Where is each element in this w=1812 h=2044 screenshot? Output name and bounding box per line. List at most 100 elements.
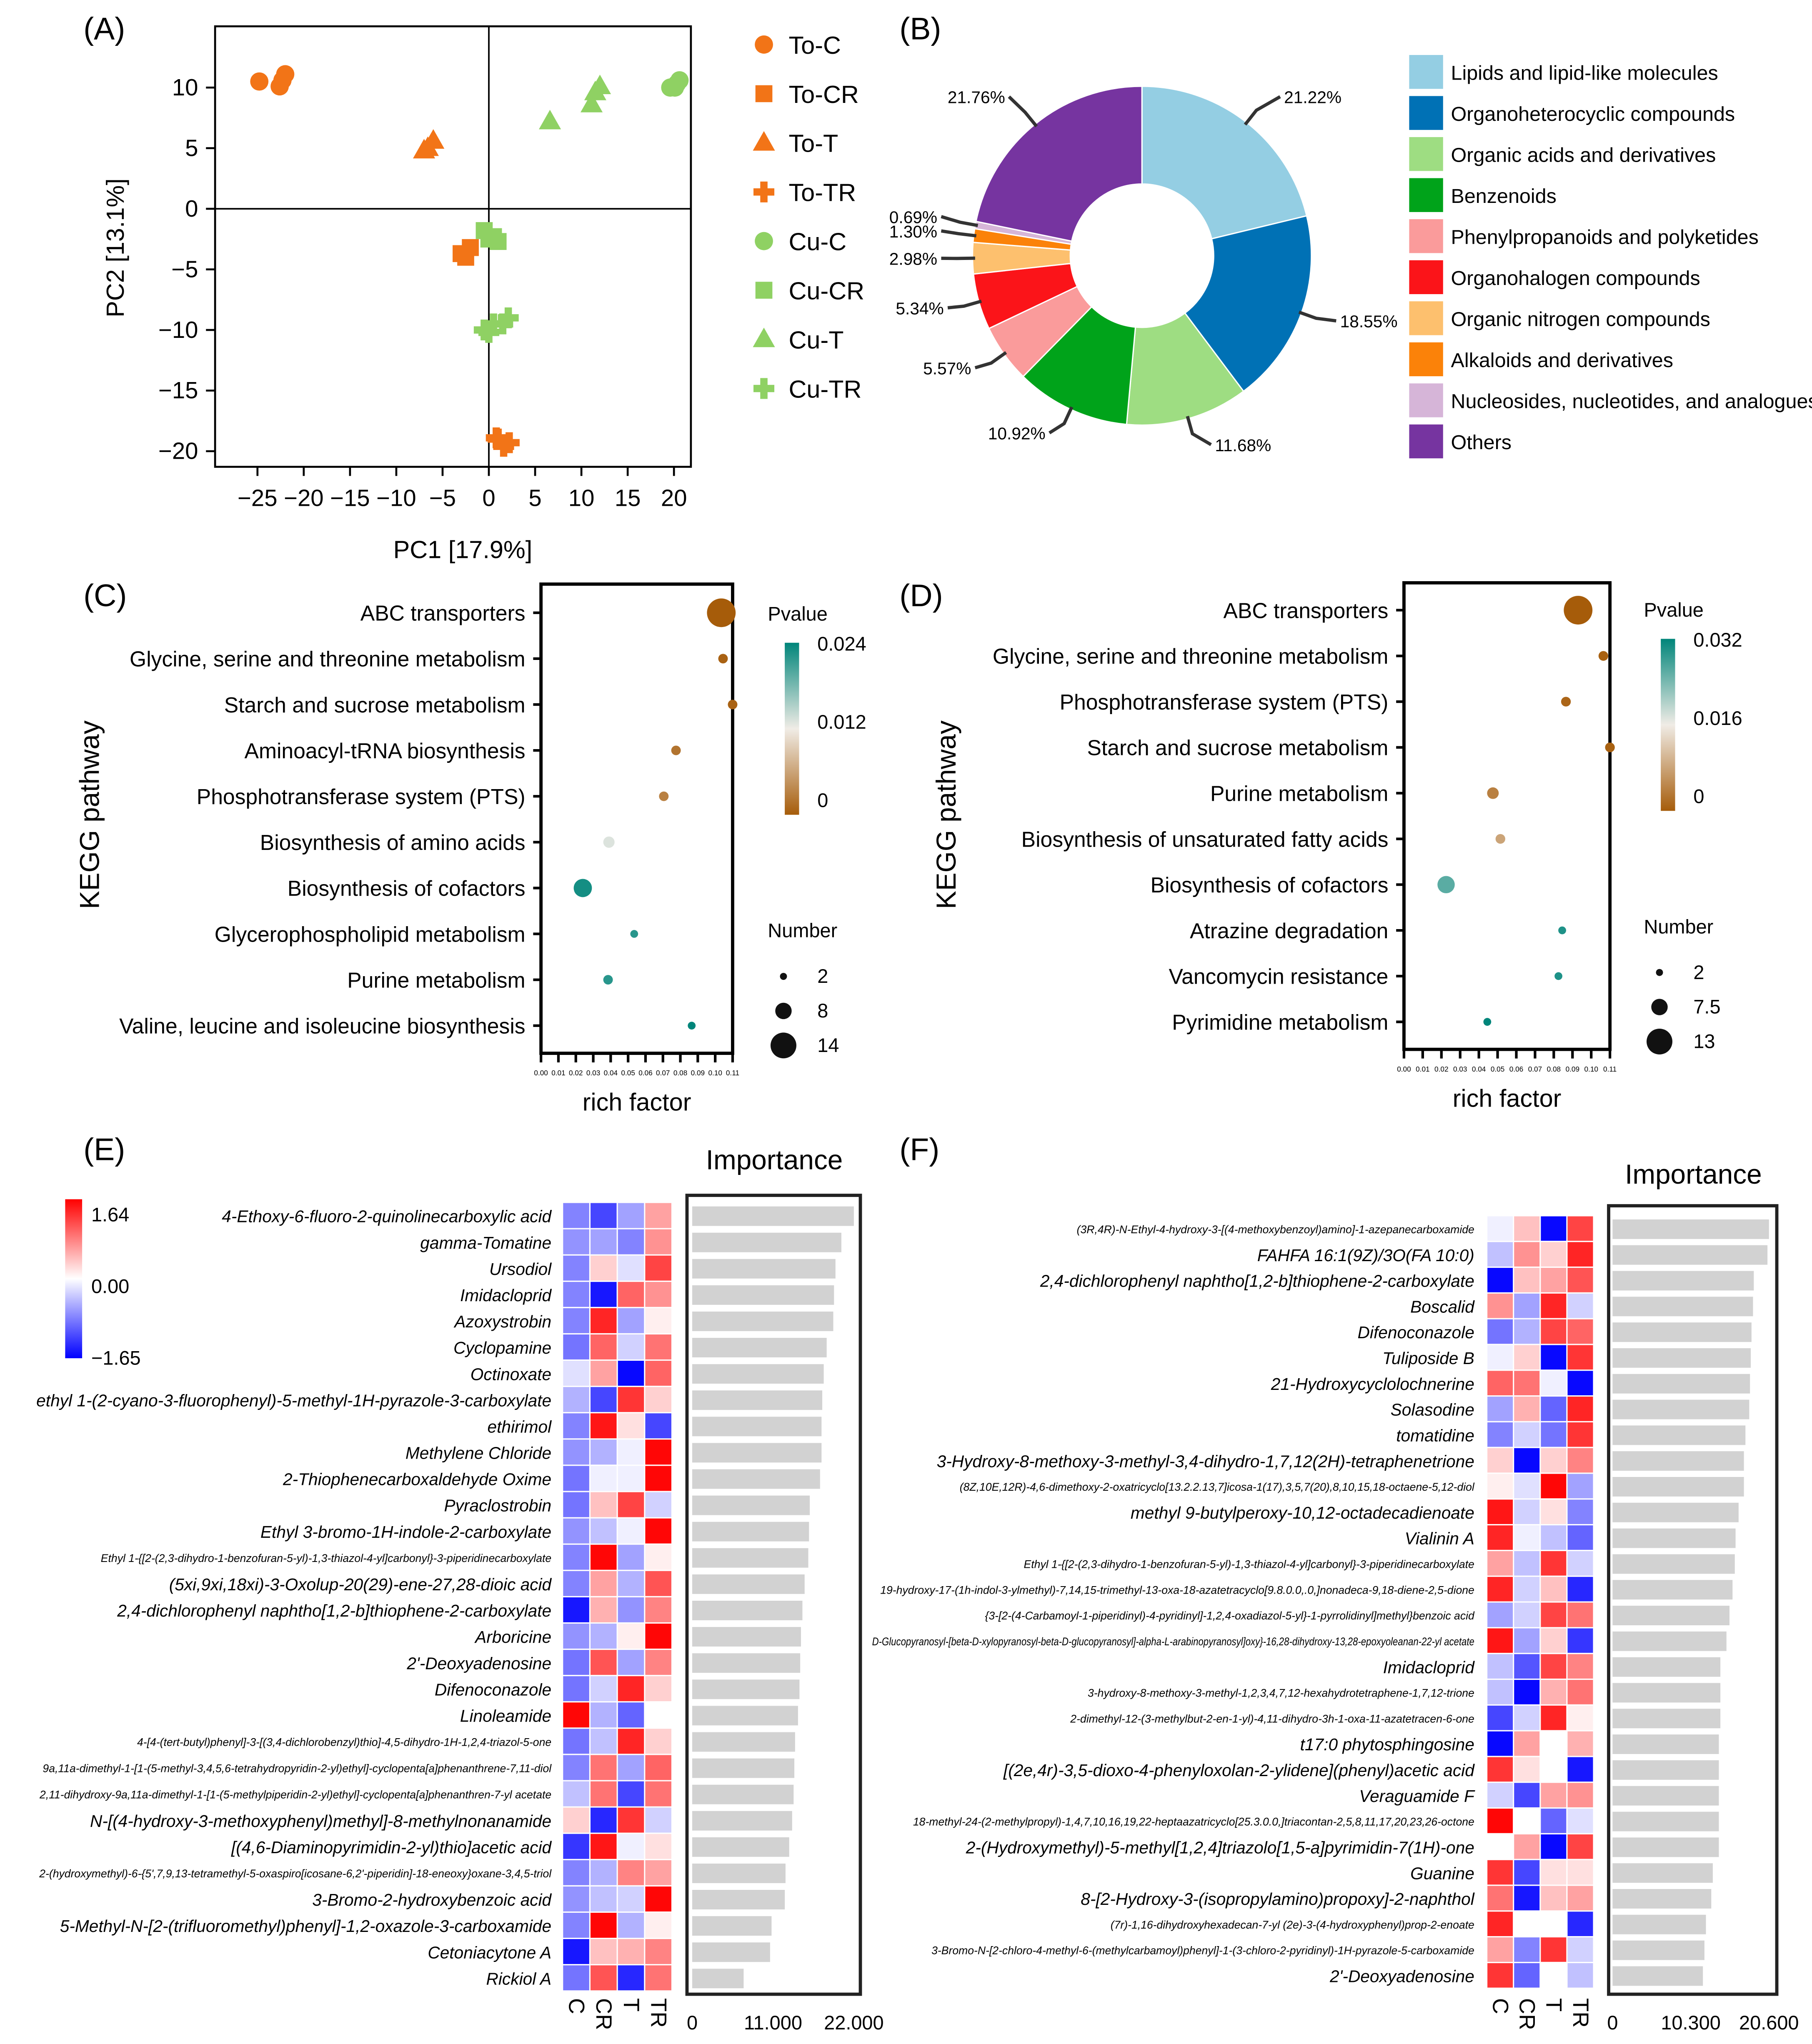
- heatmap-cell: [1514, 1319, 1540, 1344]
- pvalue-tick-label: 0.016: [1693, 707, 1742, 729]
- heatmap-cell: [1514, 1525, 1540, 1550]
- heatmap-cell: [563, 1886, 589, 1912]
- heatmap-cell: [645, 1965, 671, 1991]
- leader-line: [947, 300, 982, 310]
- legend-label: Organohalogen compounds: [1451, 267, 1700, 290]
- metabolite-label: [(4,6-Diaminopyrimidin-2-yl)thio]acetic …: [231, 1838, 552, 1857]
- heatmap-cell: [591, 1807, 617, 1833]
- heatmap-cell: [1487, 1912, 1513, 1937]
- importance-bar: [1612, 1245, 1768, 1265]
- x-axis-title: rich factor: [583, 1088, 691, 1116]
- heatmap-cell: [618, 1807, 644, 1833]
- importance-tick-label: 0: [1607, 2012, 1618, 2034]
- x-tick-label: 0.07: [656, 1069, 670, 1077]
- heatmap-cell: [591, 1834, 617, 1859]
- heatmap-cell: [618, 1886, 644, 1912]
- heatmap-cell: [591, 1781, 617, 1807]
- metabolite-label: Imidacloprid: [1383, 1658, 1475, 1677]
- heatmap-cell: [563, 1781, 589, 1807]
- metabolite-label: Ursodiol: [489, 1259, 552, 1279]
- heatmap-cell: [645, 1203, 671, 1228]
- heatmap-cell: [591, 1255, 617, 1281]
- heatmap-cell: [1514, 1499, 1540, 1524]
- x-tick-label: 0.03: [586, 1069, 600, 1077]
- y-tick-label: −10: [158, 317, 198, 343]
- heatmap-cell: [1487, 1397, 1513, 1421]
- pathway-label: Vancomycin resistance: [1169, 965, 1389, 989]
- heatmap-cell: [1567, 1937, 1593, 1962]
- leader-line: [941, 215, 979, 227]
- heatmap-cell: [1567, 1912, 1593, 1937]
- importance-bar: [1612, 1219, 1769, 1239]
- heatmap-cell: [563, 1650, 589, 1675]
- leader-line: [1244, 95, 1281, 126]
- heatmap-cell: [1514, 1783, 1540, 1807]
- heatmap-cell: [563, 1807, 589, 1833]
- x-tick-label: 0.09: [1566, 1065, 1579, 1073]
- heatmap-cell: [1541, 1680, 1567, 1704]
- data-point-cu-t: [580, 92, 603, 112]
- heatmap-cell: [1567, 1757, 1593, 1782]
- donut-slice: [975, 85, 1143, 242]
- y-tick-label: −5: [171, 256, 198, 282]
- heatmap-cell: [618, 1492, 644, 1517]
- x-tick-label: −15: [330, 485, 370, 511]
- heatmap-cell: [645, 1624, 671, 1649]
- importance-bar: [692, 1863, 786, 1883]
- pathway-label: Biosynthesis of amino acids: [260, 830, 526, 855]
- data-point-cu-cr: [489, 233, 507, 250]
- heatmap-cell: [645, 1466, 671, 1491]
- x-tick-label: 0.11: [726, 1069, 739, 1077]
- importance-bar: [1612, 1502, 1739, 1522]
- heatmap-cell: [1541, 1860, 1567, 1885]
- heatmap-cell: [645, 1913, 671, 1938]
- legend-label: Cu-T: [788, 326, 843, 354]
- metabolite-label: 3-hydroxy-8-methoxy-3-methyl-1,2,3,4,7,1…: [1088, 1687, 1474, 1699]
- importance-bar: [692, 1784, 794, 1804]
- heatmap-cell: [1567, 1268, 1593, 1292]
- column-label: CR: [1515, 1998, 1539, 2030]
- metabolite-label: {3-[2-(4-Carbamoyl-1-piperidinyl)-4-pyri…: [985, 1609, 1475, 1622]
- importance-tick-label: 10.300: [1661, 2012, 1720, 2034]
- x-tick-label: 0.08: [673, 1069, 687, 1077]
- metabolite-label: (7r)-1,16-dihydroxyhexadecan-7-yl (2e)-3…: [1111, 1919, 1474, 1931]
- pathway-label: Biosynthesis of cofactors: [288, 876, 526, 900]
- heatmap-cell: [591, 1387, 617, 1412]
- metabolite-label: 2-dimethyl-12-(3-methylbut-2-en-1-yl)-4,…: [1070, 1712, 1474, 1725]
- heatmap-cell: [1541, 1242, 1567, 1267]
- legend-label: Organic acids and derivatives: [1451, 144, 1716, 166]
- x-tick-label: 0.06: [638, 1069, 652, 1077]
- importance-bar: [692, 1574, 805, 1594]
- leader-line: [941, 229, 977, 237]
- pathway-label: Purine metabolism: [1210, 781, 1388, 805]
- heatmap-cell: [1487, 1448, 1513, 1473]
- heatmap-cell: [1541, 1422, 1567, 1447]
- number-legend-dot: [1656, 969, 1663, 976]
- pathway-bubble: [1598, 651, 1609, 661]
- x-tick-label: −25: [238, 485, 278, 511]
- heatmap-cell: [1567, 1705, 1593, 1730]
- pathway-label: Glycerophospholipid metabolism: [215, 922, 526, 946]
- heatmap-cell: [618, 1308, 644, 1333]
- heatmap-cell: [563, 1860, 589, 1885]
- heatmap-cell: [618, 1913, 644, 1938]
- heatmap-cell: [618, 1624, 644, 1649]
- heatmap-cell: [1567, 1654, 1593, 1679]
- importance-title: Importance: [1625, 1159, 1762, 1189]
- importance-bar: [692, 1285, 834, 1305]
- heatmap-cell: [563, 1597, 589, 1622]
- legend-label: Alkaloids and derivatives: [1451, 349, 1673, 372]
- heatmap-cell: [1487, 1422, 1513, 1447]
- heatmap-cell: [1541, 1783, 1567, 1807]
- heatmap-cell: [1567, 1680, 1593, 1704]
- heatmap-cell: [1567, 1783, 1593, 1807]
- importance-bar: [1612, 1297, 1753, 1317]
- pathway-label: Purine metabolism: [347, 968, 525, 992]
- heatmap-cell: [563, 1282, 589, 1307]
- pathway-bubble: [688, 1022, 696, 1030]
- heatmap-cell: [1514, 1577, 1540, 1602]
- legend-triangle-icon: [753, 327, 775, 347]
- heatmap-cell: [1514, 1422, 1540, 1447]
- metabolite-label: 5-Methyl-N-[2-(trifluoromethyl)phenyl]-1…: [60, 1917, 551, 1936]
- legend-swatch: [1409, 424, 1443, 459]
